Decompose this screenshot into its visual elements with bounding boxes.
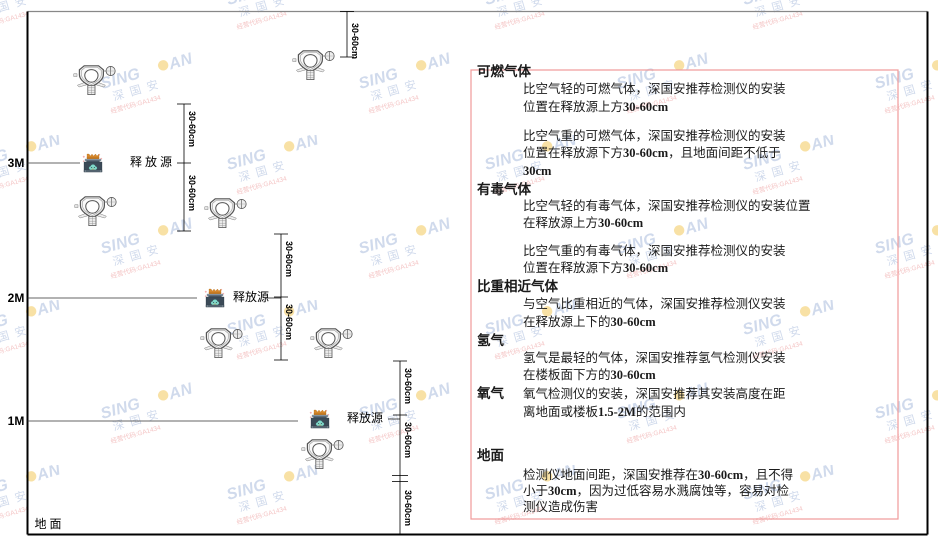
svg-text:比空气轻的可燃气体，深国安推荐检测仪的安装: 比空气轻的可燃气体，深国安推荐检测仪的安装 — [523, 81, 786, 96]
svg-text:比空气轻的有毒气体，深国安推荐检测仪的安装位置: 比空气轻的有毒气体，深国安推荐检测仪的安装位置 — [523, 198, 811, 213]
svg-text:与空气比重相近的气体，深国安推荐检测仪安装: 与空气比重相近的气体，深国安推荐检测仪安装 — [523, 296, 786, 311]
svg-text:在释放源上下的30-60cm: 在释放源上下的30-60cm — [523, 314, 656, 329]
svg-text:在释放源上方30-60cm: 在释放源上方30-60cm — [523, 215, 644, 230]
svg-text:氧气: 氧气 — [476, 385, 504, 401]
svg-text:3M: 3M — [8, 156, 25, 170]
svg-text:测仪造成伤害: 测仪造成伤害 — [523, 499, 598, 514]
svg-text:30cm: 30cm — [523, 164, 552, 178]
svg-text:氧气检测仪的安装，深国安推荐其安装高度在距: 氧气检测仪的安装，深国安推荐其安装高度在距 — [523, 386, 786, 401]
svg-text:30-60cm: 30-60cm — [403, 422, 413, 458]
svg-text:30-60cm: 30-60cm — [284, 241, 294, 277]
svg-text:比空气重的有毒气体，深国安推荐检测仪的安装: 比空气重的有毒气体，深国安推荐检测仪的安装 — [523, 243, 786, 258]
svg-text:地面: 地面 — [477, 447, 504, 463]
svg-text:可燃气体: 可燃气体 — [477, 63, 531, 79]
svg-text:位置在释放源下方30-60cm: 位置在释放源下方30-60cm — [523, 260, 669, 275]
svg-text:有毒气体: 有毒气体 — [477, 181, 531, 197]
svg-text:2M: 2M — [8, 291, 25, 305]
svg-text:检测仪地面间距，深国安推荐在30-60cm，且不得: 检测仪地面间距，深国安推荐在30-60cm，且不得 — [523, 467, 793, 482]
svg-text:30-60cm: 30-60cm — [284, 304, 294, 340]
svg-text:比空气重的可燃气体，深国安推荐检测仪的安装: 比空气重的可燃气体，深国安推荐检测仪的安装 — [523, 128, 786, 143]
svg-text:离地面或楼板1.5-2M的范围内: 离地面或楼板1.5-2M的范围内 — [523, 404, 686, 419]
svg-text:氢气: 氢气 — [477, 332, 504, 348]
svg-text:在楼板面下方的30-60cm: 在楼板面下方的30-60cm — [523, 367, 656, 382]
svg-text:释 放 源: 释 放 源 — [130, 154, 172, 169]
svg-text:1M: 1M — [8, 414, 25, 428]
svg-text:30-60cm: 30-60cm — [187, 111, 197, 147]
svg-text:氢气是最轻的气体，深国安推荐氢气检测仪安装: 氢气是最轻的气体，深国安推荐氢气检测仪安装 — [523, 350, 786, 365]
svg-text:30-60cm: 30-60cm — [187, 175, 197, 211]
svg-text:30-60cm: 30-60cm — [350, 23, 360, 59]
svg-text:比重相近气体: 比重相近气体 — [477, 278, 558, 294]
svg-text:地 面: 地 面 — [34, 517, 61, 531]
svg-text:释放源: 释放源 — [347, 410, 383, 425]
svg-text:30-60cm: 30-60cm — [403, 368, 413, 404]
svg-text:30-60cm: 30-60cm — [403, 490, 413, 526]
svg-text:位置在释放源上方30-60cm: 位置在释放源上方30-60cm — [523, 99, 669, 114]
svg-text:小于30cm，因为过低容易水溅腐蚀等，容易对检: 小于30cm，因为过低容易水溅腐蚀等，容易对检 — [523, 483, 789, 498]
svg-text:释放源: 释放源 — [233, 289, 269, 304]
svg-text:位置在释放源下方30-60cm，且地面间距不低于: 位置在释放源下方30-60cm，且地面间距不低于 — [523, 145, 781, 160]
